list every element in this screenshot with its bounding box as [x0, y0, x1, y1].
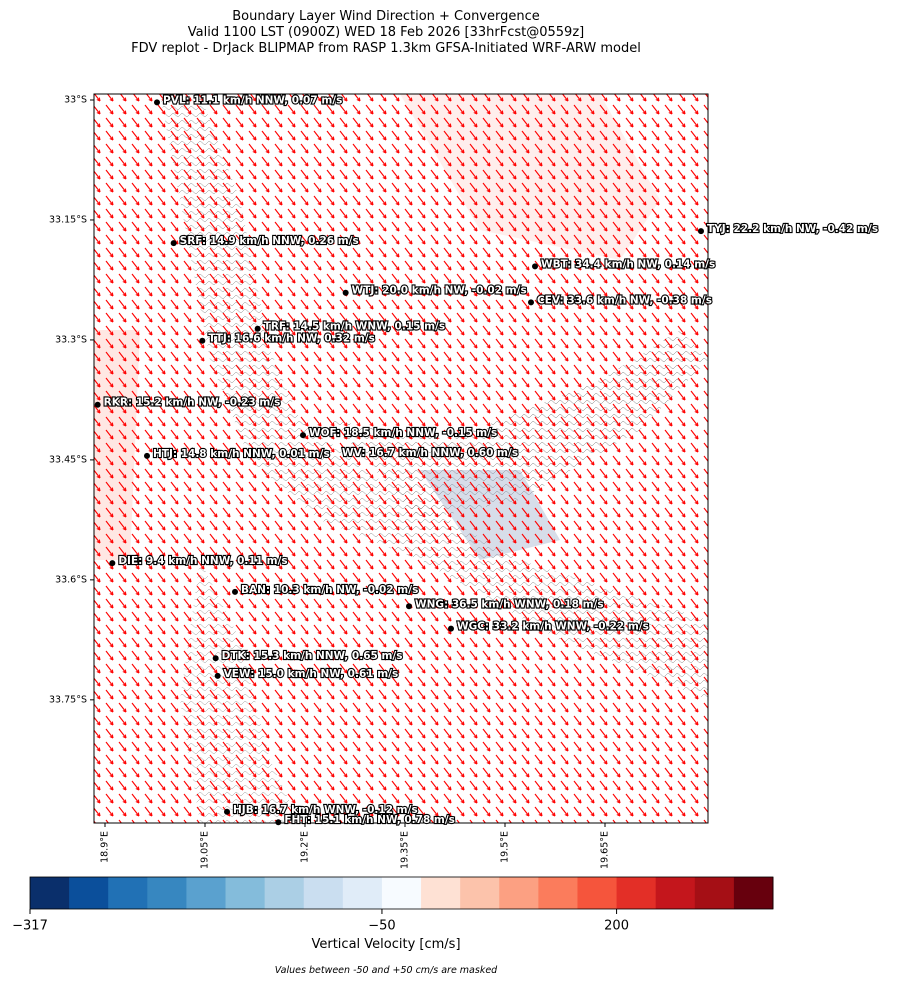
- y-tick-label: 33.75°S: [49, 694, 87, 705]
- colorbar-swatch: [694, 877, 735, 909]
- colorbar-swatch: [499, 877, 539, 909]
- colorbar-swatch: [30, 877, 70, 909]
- x-tick-label: 18.9°E: [100, 831, 111, 863]
- station-label: DIE: 9.4 km/h NNW, 0.11 m/s: [118, 555, 287, 567]
- colorbar-frame: [29, 876, 774, 910]
- station-label: WGC: 33.2 km/h WNW, -0.22 m/s: [457, 621, 649, 633]
- x-tick-label: 19.2°E: [300, 831, 311, 863]
- x-tick-label: 19.65°E: [600, 831, 611, 869]
- colorbar-swatch: [342, 877, 383, 909]
- station-dot: [214, 672, 221, 679]
- station-label: CEV: 33.6 km/h NW, -0.38 m/s: [537, 294, 712, 306]
- colorbar-swatch: [577, 877, 618, 909]
- chart-title: FDV replot - DrJack BLIPMAP from RASP 1.…: [131, 41, 641, 56]
- station-dot: [144, 452, 150, 459]
- station-label: SRF: 14.9 km/h NNW, 0.26 m/s: [180, 235, 359, 247]
- station-label: FHT: 15.1 km/h NW, 0.78 m/s: [284, 814, 455, 826]
- station-label: TTJ: 16.6 km/h NW, 0.32 m/s: [208, 333, 375, 345]
- colorbar-swatch: [381, 877, 422, 909]
- colorbar-swatch: [538, 877, 578, 909]
- station-dot: [212, 655, 219, 662]
- colorbar-swatch: [147, 877, 187, 909]
- colorbar-swatch: [225, 877, 266, 909]
- station-dot: [94, 401, 101, 408]
- station-dot: [528, 299, 534, 306]
- station-dot: [170, 240, 177, 247]
- y-tick-label: 33.15°S: [49, 214, 87, 225]
- station-dot: [275, 819, 282, 826]
- x-tick-label: 19.05°E: [200, 831, 211, 869]
- station-dot: [342, 289, 349, 296]
- colorbar-tick-label: −50: [368, 919, 395, 934]
- station-label: WTJ: 20.0 km/h NW, -0.02 m/s: [352, 285, 527, 297]
- station-dot: [532, 263, 538, 270]
- station-dot: [448, 625, 454, 632]
- station-label: WOF: 18.5 km/h NNW, -0.15 m/s: [309, 427, 497, 439]
- colorbar-swatch: [460, 877, 500, 909]
- station-dot: [224, 808, 230, 815]
- colorbar-note: Values between -50 and +50 cm/s are mask…: [275, 965, 498, 976]
- colorbar-swatch: [264, 877, 305, 909]
- colorbar-swatch: [421, 877, 461, 909]
- station-dot: [232, 588, 238, 595]
- station-label: VEW: 15.0 km/h NW, 0.61 m/s: [224, 668, 399, 680]
- y-tick-label: 33°S: [64, 94, 87, 105]
- y-tick-label: 33.3°S: [55, 334, 87, 345]
- colorbar-label: Vertical Velocity [cm/s]: [311, 937, 460, 952]
- map-frame: [93, 93, 709, 824]
- station-dot: [109, 560, 116, 567]
- station-label: TYJ: 22.2 km/h NW, -0.42 m/s: [707, 223, 878, 235]
- colorbar-swatch: [655, 877, 696, 909]
- station-label: BAN: 10.3 km/h NW, -0.02 m/s: [241, 584, 418, 596]
- station-dot: [698, 228, 704, 235]
- station-label: WBT: 34.4 km/h NW, 0.14 m/s: [541, 258, 715, 270]
- station-label: RKR: 15.2 km/h NW, -0.23 m/s: [104, 397, 281, 409]
- x-tick-label: 19.35°E: [400, 831, 411, 869]
- station-dot: [254, 325, 261, 332]
- x-tick-label: 19.5°E: [500, 831, 511, 863]
- station-dot: [300, 432, 306, 439]
- y-tick-label: 33.45°S: [49, 454, 87, 465]
- colorbar-swatch: [303, 877, 344, 909]
- colorbar-tick-label: 200: [604, 919, 629, 934]
- colorbar-swatch: [69, 877, 109, 909]
- colorbar-tick-label: −317: [12, 919, 48, 934]
- station-dot: [199, 337, 206, 344]
- station-label: HTJ: 14.8 km/h NNW, 0.01 m/s: [153, 448, 330, 460]
- colorbar-swatch: [616, 877, 657, 909]
- station-label: WV: 16.7 km/h NNW, 0.60 m/s: [342, 447, 518, 459]
- station-dot: [406, 603, 412, 610]
- colorbar-swatch: [108, 877, 148, 909]
- station-label: TRF: 14.5 km/h WNW, 0.15 m/s: [264, 321, 445, 333]
- station-label: HJB: 16.7 km/h WNW, -0.12 m/s: [233, 804, 418, 816]
- chart-title: Valid 1100 LST (0900Z) WED 18 Feb 2026 […: [188, 25, 584, 40]
- station-dot: [154, 99, 160, 106]
- colorbar-swatch: [733, 877, 774, 909]
- y-tick-label: 33.6°S: [55, 574, 87, 585]
- chart-title: Boundary Layer Wind Direction + Converge…: [232, 9, 540, 24]
- station-label: WNG: 36.5 km/h WNW, 0.18 m/s: [415, 598, 604, 610]
- station-label: PVL: 11.1 km/h NNW, 0.07 m/s: [163, 94, 342, 106]
- colorbar-swatch: [186, 877, 227, 909]
- station-label: DTK: 15.3 km/h NNW, 0.65 m/s: [222, 650, 403, 662]
- map-field: [94, 94, 708, 823]
